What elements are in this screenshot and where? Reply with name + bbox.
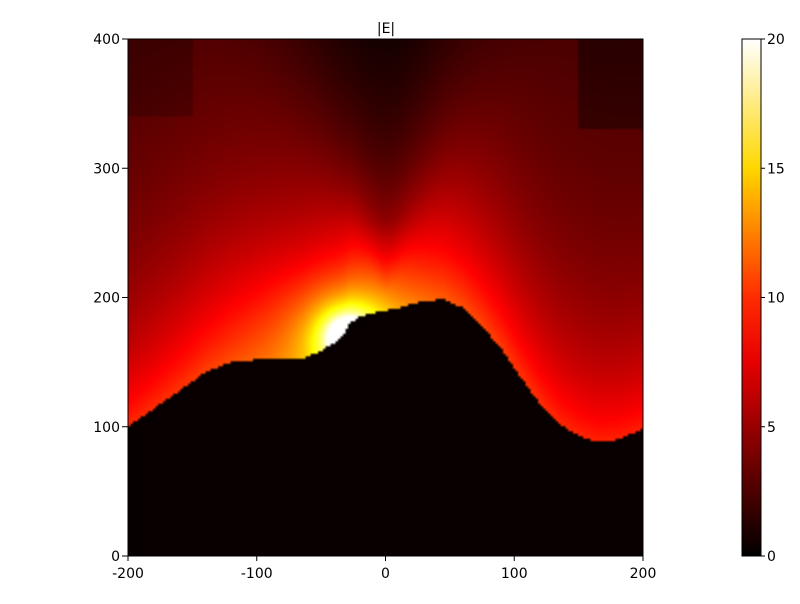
colorbar: 0 5 10 15 20 (741, 32, 785, 565)
x-tick-label: 200 (630, 566, 657, 582)
x-tick-label: -100 (241, 566, 273, 582)
y-tick-label: 400 (93, 32, 120, 48)
colorbar-gradient (741, 38, 762, 557)
heatmap-image (128, 39, 643, 556)
x-axis: -200 -100 0 100 200 (112, 556, 656, 582)
y-tick-label: 100 (93, 420, 120, 436)
colorbar-tick-label: 0 (767, 549, 776, 565)
x-tick-label: 0 (381, 566, 390, 582)
colorbar-tick-label: 20 (767, 32, 785, 48)
colorbar-tick-label: 5 (767, 420, 776, 436)
colorbar-tick-label: 10 (767, 291, 785, 307)
x-tick-label: 100 (501, 566, 528, 582)
chart-title: |E| (377, 21, 395, 37)
y-tick-label: 200 (93, 291, 120, 307)
plot-area (127, 38, 644, 557)
y-axis: 0 100 200 300 400 (93, 32, 128, 565)
y-tick-label: 0 (111, 549, 120, 565)
x-tick-label: -200 (112, 566, 144, 582)
colorbar-tick-label: 15 (767, 161, 785, 177)
colorbar-ticks: 0 5 10 15 20 (761, 32, 785, 565)
y-tick-label: 300 (93, 161, 120, 177)
